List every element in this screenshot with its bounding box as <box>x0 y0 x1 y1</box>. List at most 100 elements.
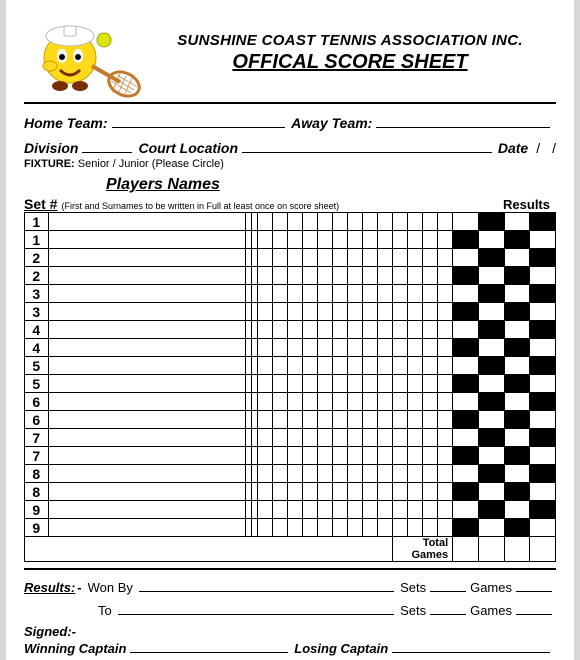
result-cell[interactable] <box>453 213 479 231</box>
score-cell[interactable] <box>438 447 453 465</box>
score-cell[interactable] <box>273 501 288 519</box>
result-cell[interactable] <box>504 321 530 339</box>
score-cell[interactable] <box>438 357 453 375</box>
score-cell[interactable] <box>423 321 438 339</box>
player-name-cell[interactable] <box>48 519 245 537</box>
result-cell[interactable] <box>530 375 556 393</box>
score-cell[interactable] <box>258 321 273 339</box>
score-cell[interactable] <box>318 249 333 267</box>
result-cell[interactable] <box>530 483 556 501</box>
score-cell[interactable] <box>438 465 453 483</box>
score-cell[interactable] <box>288 501 303 519</box>
court-location-input[interactable] <box>242 139 492 153</box>
score-cell[interactable] <box>273 267 288 285</box>
result-cell[interactable] <box>453 285 479 303</box>
score-cell[interactable] <box>288 267 303 285</box>
score-cell[interactable] <box>333 249 348 267</box>
score-cell[interactable] <box>393 303 408 321</box>
result-cell[interactable] <box>530 519 556 537</box>
result-cell[interactable] <box>504 393 530 411</box>
score-cell[interactable] <box>408 339 423 357</box>
total-games-cell[interactable] <box>504 537 530 562</box>
score-cell[interactable] <box>408 303 423 321</box>
score-cell[interactable] <box>318 411 333 429</box>
score-cell[interactable] <box>408 411 423 429</box>
score-cell[interactable] <box>393 411 408 429</box>
score-cell[interactable] <box>333 483 348 501</box>
score-cell[interactable] <box>318 267 333 285</box>
score-cell[interactable] <box>258 285 273 303</box>
score-cell[interactable] <box>258 375 273 393</box>
score-cell[interactable] <box>318 375 333 393</box>
score-cell[interactable] <box>303 483 318 501</box>
score-cell[interactable] <box>363 267 378 285</box>
score-cell[interactable] <box>438 483 453 501</box>
score-cell[interactable] <box>288 519 303 537</box>
score-cell[interactable] <box>273 213 288 231</box>
score-cell[interactable] <box>258 483 273 501</box>
score-cell[interactable] <box>408 447 423 465</box>
result-cell[interactable] <box>453 429 479 447</box>
score-cell[interactable] <box>273 231 288 249</box>
score-cell[interactable] <box>393 231 408 249</box>
score-cell[interactable] <box>318 501 333 519</box>
score-cell[interactable] <box>438 519 453 537</box>
result-cell[interactable] <box>504 465 530 483</box>
score-cell[interactable] <box>363 465 378 483</box>
result-cell[interactable] <box>453 465 479 483</box>
score-cell[interactable] <box>363 249 378 267</box>
score-cell[interactable] <box>273 285 288 303</box>
score-cell[interactable] <box>333 303 348 321</box>
player-name-cell[interactable] <box>48 393 245 411</box>
score-cell[interactable] <box>273 465 288 483</box>
player-name-cell[interactable] <box>48 267 245 285</box>
score-cell[interactable] <box>408 357 423 375</box>
result-cell[interactable] <box>453 393 479 411</box>
score-cell[interactable] <box>333 231 348 249</box>
score-cell[interactable] <box>423 285 438 303</box>
score-cell[interactable] <box>258 465 273 483</box>
score-cell[interactable] <box>423 393 438 411</box>
score-cell[interactable] <box>288 483 303 501</box>
score-cell[interactable] <box>348 393 363 411</box>
score-cell[interactable] <box>303 321 318 339</box>
score-cell[interactable] <box>303 519 318 537</box>
score-cell[interactable] <box>423 447 438 465</box>
score-cell[interactable] <box>333 357 348 375</box>
score-cell[interactable] <box>318 465 333 483</box>
score-cell[interactable] <box>348 357 363 375</box>
score-cell[interactable] <box>258 519 273 537</box>
score-cell[interactable] <box>363 483 378 501</box>
score-cell[interactable] <box>423 357 438 375</box>
score-cell[interactable] <box>273 519 288 537</box>
total-games-cell[interactable] <box>530 537 556 562</box>
score-cell[interactable] <box>348 465 363 483</box>
score-cell[interactable] <box>348 231 363 249</box>
won-by-input[interactable] <box>139 578 394 592</box>
score-cell[interactable] <box>318 321 333 339</box>
score-cell[interactable] <box>303 447 318 465</box>
division-input[interactable] <box>82 139 132 153</box>
score-cell[interactable] <box>408 501 423 519</box>
score-cell[interactable] <box>333 339 348 357</box>
score-cell[interactable] <box>438 321 453 339</box>
score-cell[interactable] <box>363 375 378 393</box>
score-cell[interactable] <box>258 339 273 357</box>
score-cell[interactable] <box>423 267 438 285</box>
score-cell[interactable] <box>288 447 303 465</box>
score-cell[interactable] <box>258 429 273 447</box>
games-input[interactable] <box>516 579 552 592</box>
score-cell[interactable] <box>333 501 348 519</box>
result-cell[interactable] <box>504 285 530 303</box>
player-name-cell[interactable] <box>48 375 245 393</box>
score-cell[interactable] <box>288 303 303 321</box>
score-cell[interactable] <box>318 285 333 303</box>
score-cell[interactable] <box>363 321 378 339</box>
score-cell[interactable] <box>408 375 423 393</box>
score-cell[interactable] <box>318 357 333 375</box>
score-cell[interactable] <box>378 447 393 465</box>
score-cell[interactable] <box>303 465 318 483</box>
score-cell[interactable] <box>318 429 333 447</box>
score-cell[interactable] <box>363 393 378 411</box>
score-cell[interactable] <box>363 285 378 303</box>
